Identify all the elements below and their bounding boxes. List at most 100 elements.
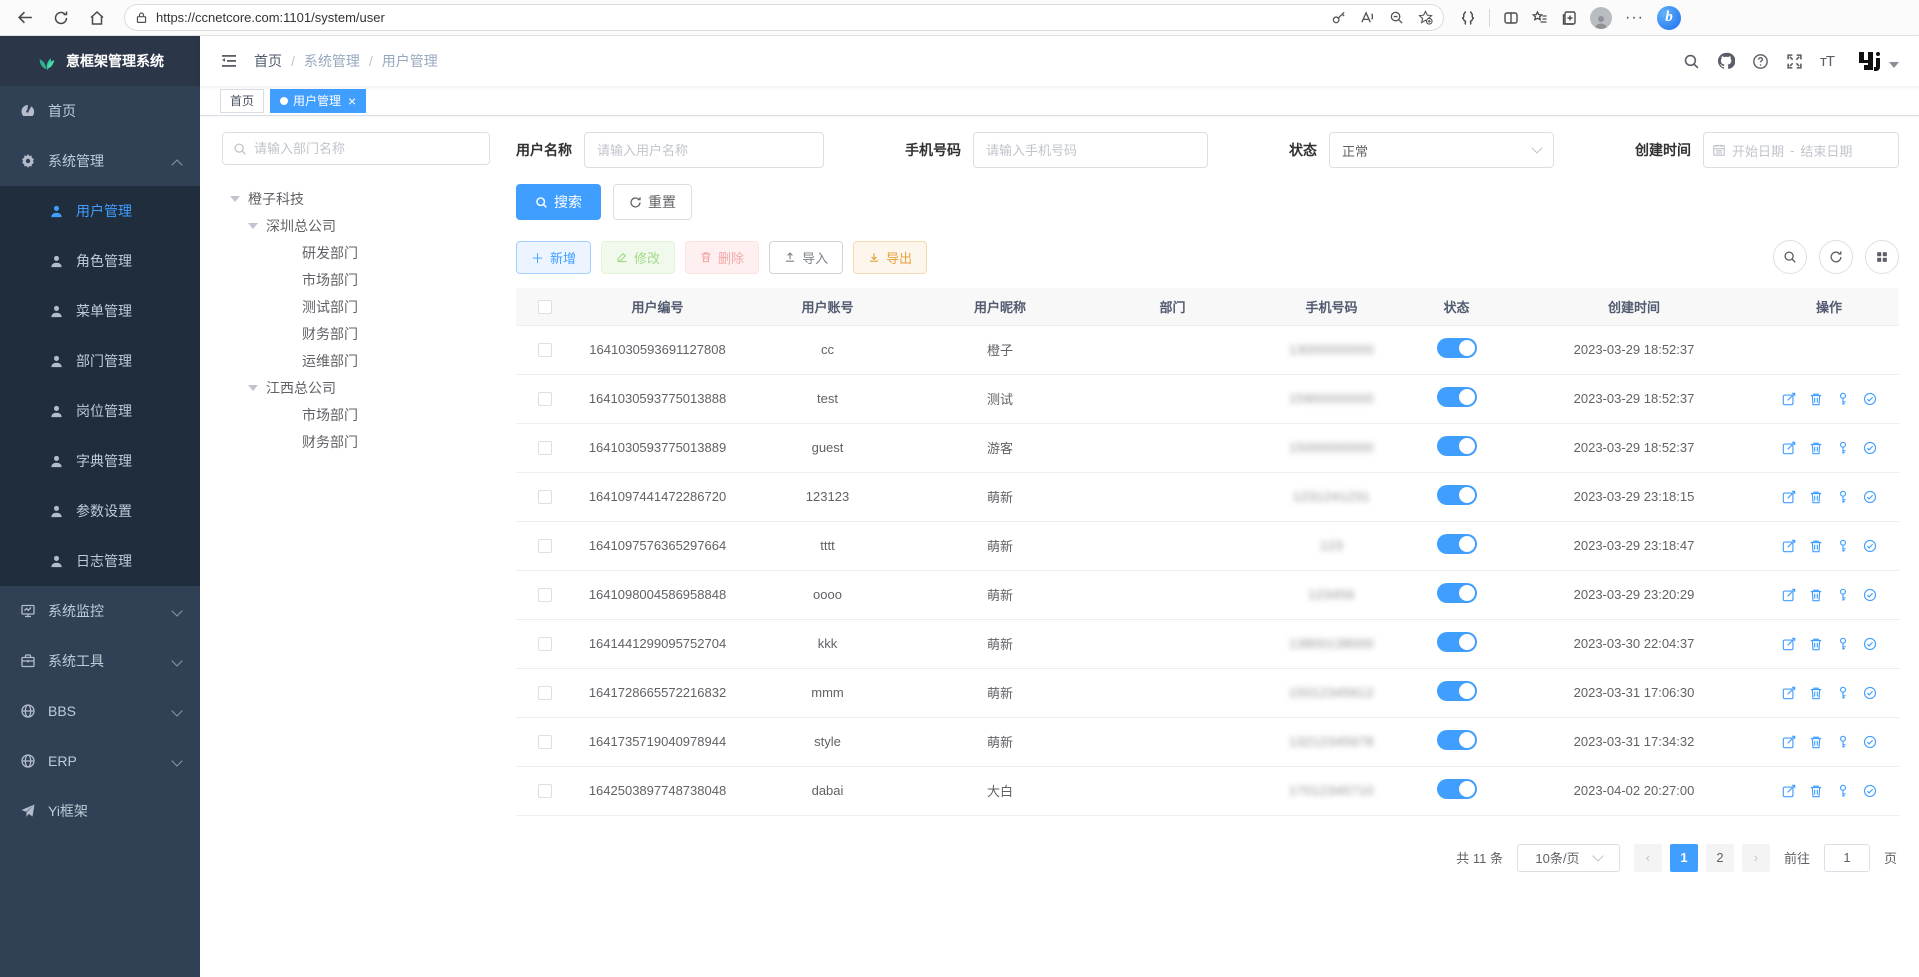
tree-node[interactable]: 财务部门 (222, 320, 490, 347)
favorites-bar-icon[interactable] (1532, 10, 1548, 26)
next-page-button[interactable]: › (1741, 843, 1770, 872)
tree-expand-icon[interactable] (248, 384, 258, 391)
assign-role-icon[interactable] (1863, 637, 1877, 651)
row-checkbox[interactable] (538, 686, 552, 701)
row-checkbox[interactable] (538, 539, 552, 554)
page-number-button[interactable]: 2 (1705, 843, 1734, 872)
reset-password-icon[interactable] (1836, 539, 1850, 553)
dept-search-input[interactable] (254, 141, 479, 156)
assign-role-icon[interactable] (1863, 392, 1877, 406)
profile-avatar[interactable] (1590, 6, 1612, 29)
submenu-item[interactable]: 角色管理 (0, 236, 200, 286)
submenu-item[interactable]: 菜单管理 (0, 286, 200, 336)
reset-password-icon[interactable] (1836, 392, 1850, 406)
submenu-item[interactable]: 参数设置 (0, 486, 200, 536)
tree-node[interactable]: 深圳总公司 (222, 212, 490, 239)
assign-role-icon[interactable] (1863, 490, 1877, 504)
tree-node[interactable]: 市场部门 (222, 266, 490, 293)
zoom-out-icon[interactable] (1389, 10, 1404, 25)
reset-password-icon[interactable] (1836, 637, 1850, 651)
row-checkbox[interactable] (538, 735, 552, 750)
row-checkbox[interactable] (538, 637, 552, 652)
goto-page-input[interactable] (1823, 843, 1870, 872)
reset-password-icon[interactable] (1836, 784, 1850, 798)
delete-row-icon[interactable] (1809, 686, 1823, 700)
row-checkbox[interactable] (538, 490, 552, 505)
row-checkbox[interactable] (538, 343, 552, 358)
search-icon[interactable] (1683, 53, 1700, 70)
status-toggle[interactable] (1436, 485, 1477, 505)
font-size-icon[interactable]: тT (1819, 52, 1835, 70)
status-toggle[interactable] (1436, 681, 1477, 701)
edit-button[interactable]: 修改 (601, 240, 676, 274)
help-icon[interactable] (1752, 53, 1769, 70)
edit-row-icon[interactable] (1782, 539, 1796, 553)
password-key-icon[interactable] (1331, 10, 1346, 25)
import-button[interactable]: 导入 (769, 240, 844, 274)
tab-user-management[interactable]: 用户管理 × (270, 88, 367, 113)
delete-row-icon[interactable] (1809, 735, 1823, 749)
status-select[interactable]: 正常 (1329, 132, 1554, 168)
sidebar-item-yi[interactable]: Yi框架 (0, 786, 200, 836)
github-icon[interactable] (1717, 52, 1735, 70)
edit-row-icon[interactable] (1782, 392, 1796, 406)
tree-node[interactable]: 市场部门 (222, 401, 490, 428)
breadcrumb-system[interactable]: 系统管理 (303, 53, 360, 69)
app-logo[interactable]: 意框架管理系统 (0, 36, 200, 86)
username-input[interactable] (584, 132, 824, 168)
sidebar-collapse-icon[interactable] (220, 52, 238, 70)
delete-row-icon[interactable] (1809, 490, 1823, 504)
tree-expand-icon[interactable] (248, 222, 258, 229)
tree-node[interactable]: 测试部门 (222, 293, 490, 320)
assign-role-icon[interactable] (1863, 686, 1877, 700)
delete-row-icon[interactable] (1809, 441, 1823, 455)
status-toggle[interactable] (1436, 436, 1477, 456)
sidebar-item-monitor[interactable]: 系统监控 (0, 586, 200, 636)
user-logo[interactable] (1857, 49, 1899, 73)
edit-row-icon[interactable] (1782, 441, 1796, 455)
status-toggle[interactable] (1436, 632, 1477, 652)
export-button[interactable]: 导出 (853, 240, 928, 274)
tab-home[interactable]: 首页 (220, 88, 265, 113)
tree-node[interactable]: 财务部门 (222, 428, 490, 455)
reset-password-icon[interactable] (1836, 686, 1850, 700)
row-checkbox[interactable] (538, 784, 552, 799)
browser-essentials-icon[interactable] (1460, 10, 1476, 26)
more-menu-icon[interactable]: ··· (1625, 8, 1644, 26)
add-button[interactable]: ＋新增 (516, 240, 592, 274)
search-button[interactable]: 搜索 (516, 184, 601, 220)
split-screen-icon[interactable] (1503, 10, 1519, 26)
copilot-icon[interactable]: b (1656, 5, 1681, 30)
status-toggle[interactable] (1436, 583, 1477, 603)
reset-password-icon[interactable] (1836, 441, 1850, 455)
fullscreen-icon[interactable] (1786, 53, 1803, 70)
tree-node[interactable]: 橙子科技 (222, 185, 490, 212)
select-all-checkbox[interactable] (538, 300, 552, 315)
collections-icon[interactable] (1561, 10, 1577, 26)
edit-row-icon[interactable] (1782, 490, 1796, 504)
edit-row-icon[interactable] (1782, 637, 1796, 651)
assign-role-icon[interactable] (1863, 441, 1877, 455)
prev-page-button[interactable]: ‹ (1633, 843, 1662, 872)
edit-row-icon[interactable] (1782, 735, 1796, 749)
assign-role-icon[interactable] (1863, 588, 1877, 602)
delete-row-icon[interactable] (1809, 392, 1823, 406)
reset-password-icon[interactable] (1836, 588, 1850, 602)
submenu-item[interactable]: 用户管理 (0, 186, 200, 236)
refresh-table-icon[interactable] (1819, 240, 1853, 274)
page-number-button[interactable]: 1 (1669, 843, 1698, 872)
assign-role-icon[interactable] (1863, 735, 1877, 749)
row-checkbox[interactable] (538, 392, 552, 407)
show-search-toggle-icon[interactable] (1773, 240, 1807, 274)
submenu-item[interactable]: 字典管理 (0, 436, 200, 486)
submenu-item[interactable]: 岗位管理 (0, 386, 200, 436)
refresh-icon[interactable] (46, 4, 76, 32)
back-icon[interactable] (10, 4, 40, 32)
submenu-item[interactable]: 部门管理 (0, 336, 200, 386)
row-checkbox[interactable] (538, 588, 552, 603)
tree-node[interactable]: 运维部门 (222, 347, 490, 374)
reset-button[interactable]: 重置 (613, 184, 692, 220)
tree-node[interactable]: 研发部门 (222, 239, 490, 266)
delete-row-icon[interactable] (1809, 539, 1823, 553)
delete-row-icon[interactable] (1809, 637, 1823, 651)
